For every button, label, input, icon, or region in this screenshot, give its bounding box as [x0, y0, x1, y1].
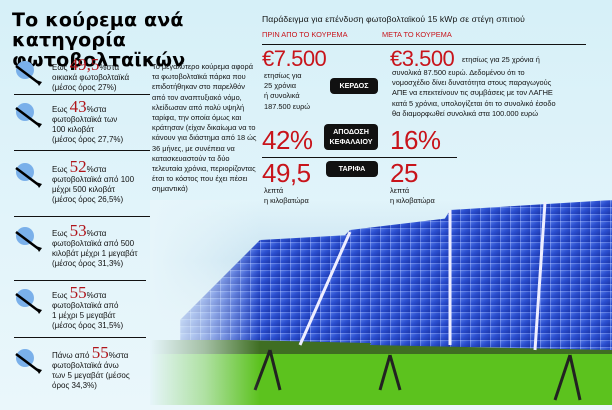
- scissors-cutting-panel-icon: [15, 289, 42, 314]
- after-roi: 16%: [390, 125, 441, 155]
- category-item: Πάνω από 55%στα φωτοβολταϊκά άνω των 5 μεγ…: [10, 343, 150, 392]
- page-title: Το κούρεμα ανά κατηγορία φωτοβολταϊκών: [12, 9, 186, 71]
- tariff-label: ΤΑΡΙΦΑ: [326, 161, 378, 177]
- scissors-cutting-panel-icon: [15, 163, 42, 188]
- divider: [14, 150, 146, 151]
- category-item: Εως 49,5%στα οικιακά φωτοβολταϊκά (μέσος ό…: [10, 55, 150, 104]
- cut-percent: 43: [69, 97, 87, 116]
- divider: [14, 216, 146, 217]
- scissors-cutting-panel-icon: [15, 103, 42, 128]
- category-item: Εως 53%στα φωτοβολταϊκά από 500 κιλοβάτ μέ…: [10, 221, 150, 270]
- roi-label: ΑΠΟΔΟΣΗ ΚΕΦΑΛΑΙΟΥ: [324, 124, 378, 150]
- cut-percent: 49,5: [69, 55, 100, 74]
- before-header: ΠΡΙΝ ΑΠΟ ΤΟ ΚΟΥΡΕΜΑ: [262, 30, 348, 39]
- category-item: Εως 43%στα φωτοβολταϊκά των 100 κιλοβάτ (μέ…: [10, 97, 150, 146]
- cut-percent: 55: [91, 343, 109, 362]
- before-roi: 42%: [262, 125, 313, 155]
- after-tariff: 25: [390, 158, 418, 188]
- after-profit: €3.500: [390, 46, 455, 71]
- profit-label: ΚΕΡΔΟΣ: [330, 78, 378, 94]
- before-profit-desc: ετησίως για 25 χρόνια ή συνολικά 187.500…: [264, 71, 311, 111]
- category-item: Εως 55%στα φωτοβολταϊκά από 1 μέχρι 5 μεγα…: [10, 283, 150, 332]
- cut-percent: 55: [69, 283, 87, 302]
- after-header: ΜΕΤΑ ΤΟ ΚΟΥΡΕΜΑ: [382, 30, 452, 39]
- divider: [14, 337, 146, 338]
- divider: [14, 94, 146, 95]
- scissors-cutting-panel-icon: [15, 61, 42, 86]
- divider: [14, 280, 146, 281]
- scissors-cutting-panel-icon: [15, 227, 42, 252]
- example-title: Παράδειγμα για επένδυση φωτοβολταϊκού 15…: [262, 14, 525, 24]
- middle-note: Το μεγαλύτερο κούρεμα αφορά τα φωτοβολτα…: [152, 62, 257, 194]
- category-item: Εως 52%στα φωτοβολταϊκά από 100 μέχρι 500 …: [10, 157, 150, 206]
- solar-panels-photo: [150, 200, 612, 405]
- cut-percent: 53: [69, 221, 87, 240]
- after-profit-desc: συνολικά 87.500 ευρώ. Δεδομένου ότι το ν…: [392, 68, 556, 118]
- before-tariff: 49,5: [262, 158, 311, 188]
- scissors-cutting-panel-icon: [15, 349, 42, 374]
- cut-percent: 52: [69, 157, 87, 176]
- before-profit: €7.500: [262, 46, 327, 71]
